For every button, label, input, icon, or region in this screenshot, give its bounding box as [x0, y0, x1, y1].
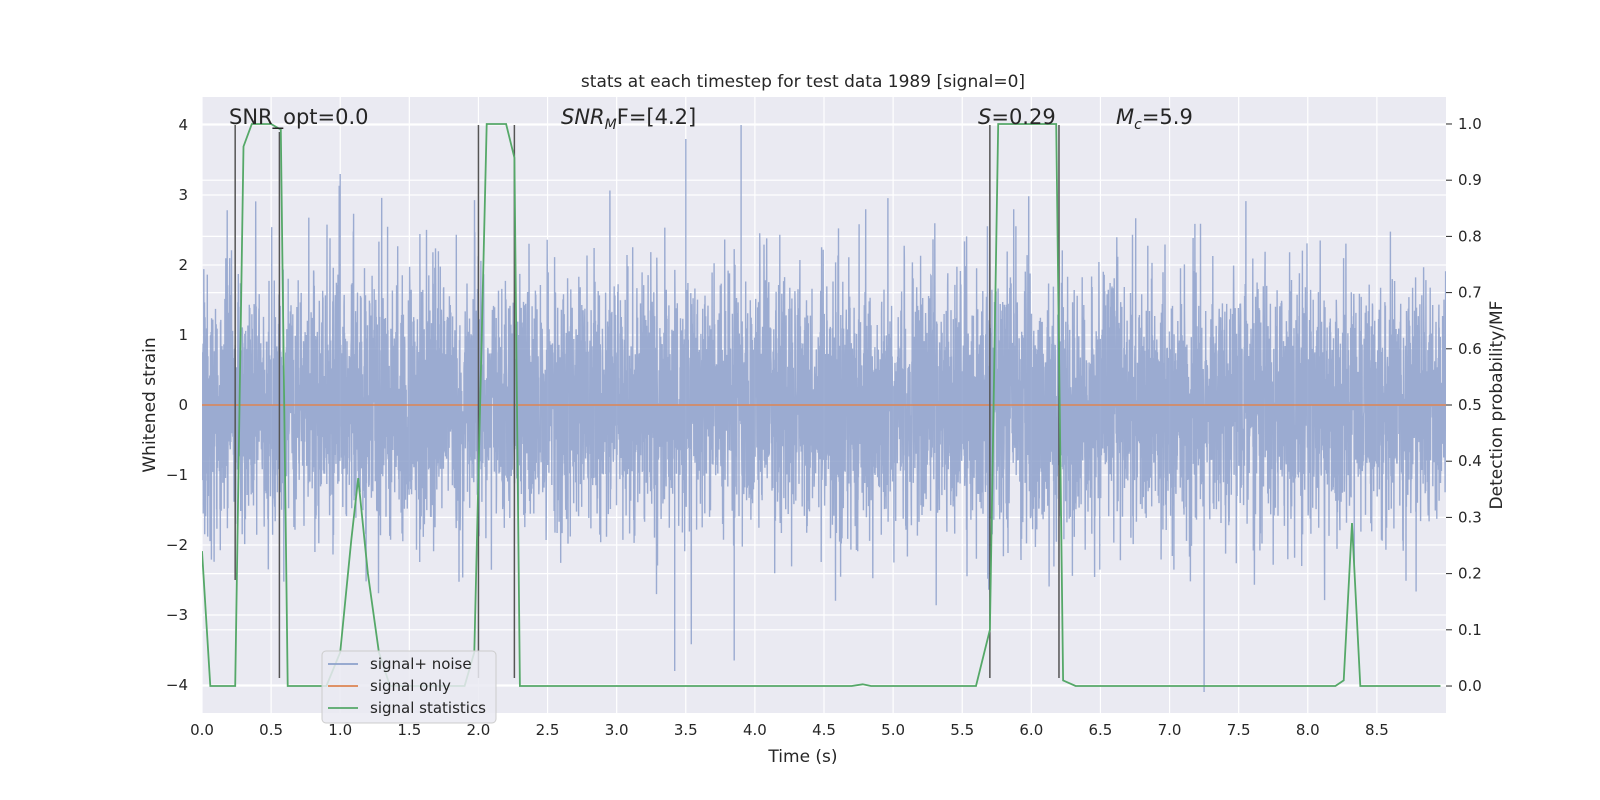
mc-subscript: c: [1134, 117, 1142, 133]
y-tick-label: −2: [166, 536, 188, 554]
y-axis-label: Whitened strain: [140, 337, 160, 472]
right-y-tick-label: 0.6: [1458, 340, 1482, 358]
mc-value: =5.9: [1142, 105, 1193, 129]
legend-label-signal-plus-noise: signal+ noise: [370, 655, 472, 673]
x-tick-label: 7.5: [1227, 721, 1251, 739]
s-value: =0.29: [991, 105, 1055, 129]
y-tick-label: 4: [178, 116, 188, 134]
snr-opt-annotation: SNR_opt=0.0: [229, 105, 369, 130]
right-y-tick-label: 0.0: [1458, 677, 1482, 695]
chart-title: stats at each timestep for test data 198…: [581, 72, 1025, 92]
x-tick-label: 2.5: [536, 721, 560, 739]
plot-content: [202, 123, 1446, 692]
snr-mf-prefix: SNR: [561, 105, 605, 129]
series-signal-plus-noise: [202, 125, 1446, 692]
snr-mf-value: F=[4.2]: [617, 105, 696, 129]
y-tick-label: −4: [166, 676, 188, 694]
right-y-axis-label: Detection probability/MF: [1487, 301, 1507, 510]
x-tick-label: 0.5: [259, 721, 283, 739]
y-tick-label: 0: [178, 396, 188, 414]
x-tick-label: 4.0: [743, 721, 767, 739]
y-tick-label: 3: [178, 186, 188, 204]
right-y-tick-label: 0.9: [1458, 171, 1482, 189]
snr-mf-annotation: SNRMF=[4.2]: [561, 105, 696, 133]
y-tick-label: −1: [166, 466, 188, 484]
y-tick-label: 1: [178, 326, 188, 344]
x-tick-label: 3.0: [605, 721, 629, 739]
legend-label-signal-only: signal only: [370, 677, 451, 695]
x-tick-label: 1.0: [328, 721, 352, 739]
x-tick-label: 3.5: [674, 721, 698, 739]
x-axis-ticks: 0.0 0.5 1.0 1.5 2.0 2.5 3.0 3.5 4.0 4.5 5.0 5.5 6.0 6…: [190, 721, 1389, 739]
series-signal-statistics: [202, 123, 1441, 687]
right-y-tick-label: 0.8: [1458, 227, 1482, 245]
x-tick-label: 8.0: [1296, 721, 1320, 739]
x-axis-label: Time (s): [767, 747, 837, 767]
s-annotation: S=0.29: [978, 105, 1056, 129]
s-symbol: S: [978, 105, 991, 129]
right-y-axis-ticks: 1.0 0.9 0.8 0.7 0.6 0.5 0.4 0.3 0.2 0.1 0.0: [1446, 115, 1482, 695]
legend-label-signal-statistics: signal statistics: [370, 699, 486, 717]
x-tick-label: 1.5: [397, 721, 421, 739]
right-y-tick-label: 0.3: [1458, 508, 1482, 526]
x-tick-label: 4.5: [812, 721, 836, 739]
x-tick-label: 5.0: [881, 721, 905, 739]
legend: signal+ noise signal only signal statist…: [321, 650, 497, 724]
right-y-tick-label: 1.0: [1458, 115, 1482, 133]
mc-symbol: M: [1116, 105, 1134, 129]
right-y-tick-label: 0.2: [1458, 565, 1482, 583]
right-y-tick-label: 0.1: [1458, 621, 1482, 639]
right-y-tick-label: 0.7: [1458, 284, 1482, 302]
y-axis-ticks: 4 3 2 1 0 −1 −2 −3 −4: [166, 116, 188, 694]
mc-annotation: Mc=5.9: [1116, 105, 1193, 133]
x-tick-label: 8.5: [1365, 721, 1389, 739]
x-tick-label: 6.0: [1019, 721, 1043, 739]
snr-mf-subscript: M: [605, 117, 617, 133]
y-tick-label: 2: [178, 256, 188, 274]
x-tick-label: 5.5: [950, 721, 974, 739]
x-tick-label: 0.0: [190, 721, 214, 739]
legend-box: [321, 650, 497, 724]
y-tick-label: −3: [166, 606, 188, 624]
right-y-tick-label: 0.5: [1458, 396, 1482, 414]
right-y-tick-label: 0.4: [1458, 452, 1482, 470]
x-tick-label: 6.5: [1089, 721, 1113, 739]
x-tick-label: 2.0: [467, 721, 491, 739]
x-tick-label: 7.0: [1158, 721, 1182, 739]
